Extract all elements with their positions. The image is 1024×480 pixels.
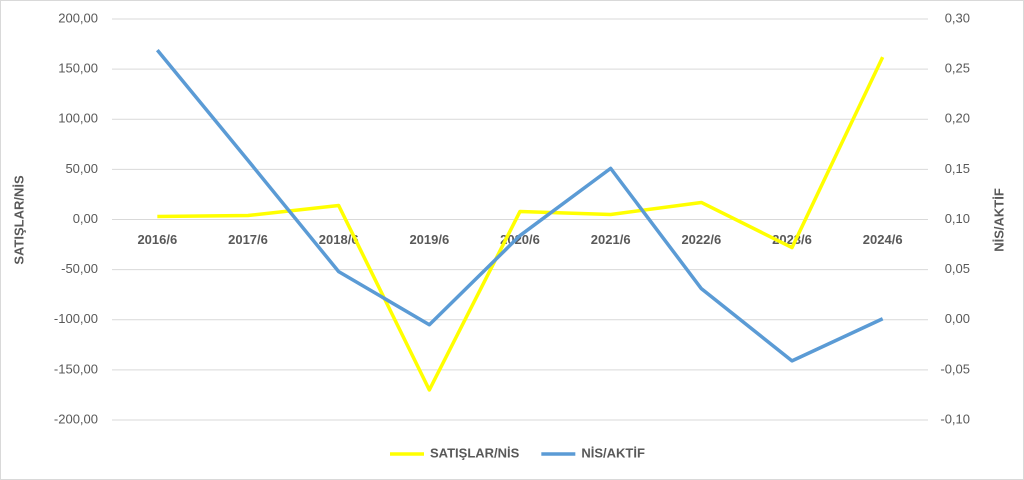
- y2-tick-label: 0,10: [945, 211, 970, 226]
- y2-tick-label: 0,20: [945, 111, 970, 126]
- y-tick-label: 200,00: [58, 10, 98, 25]
- y-tick-label: 50,00: [65, 161, 98, 176]
- x-tick-label: 2021/6: [591, 232, 631, 247]
- y-tick-label: -100,00: [54, 311, 98, 326]
- x-tick-label: 2018/6: [319, 232, 359, 247]
- y-tick-label: 100,00: [58, 111, 98, 126]
- series-line: [155, 48, 884, 363]
- y-tick-label: -200,00: [54, 411, 98, 426]
- y2-tick-label: -0,05: [940, 361, 970, 376]
- legend-label: SATIŞLAR/NİS: [430, 445, 520, 460]
- y-tick-label: -150,00: [54, 361, 98, 376]
- y2-tick-label: -0,10: [940, 411, 970, 426]
- series-line: [157, 56, 885, 392]
- y2-axis-title: NİS/AKTİF: [991, 188, 1006, 252]
- legend-label: NİS/AKTİF: [581, 445, 645, 460]
- y2-tick-label: 0,05: [945, 261, 970, 276]
- x-tick-label: 2024/6: [863, 232, 903, 247]
- y2-tick-label: 0,15: [945, 161, 970, 176]
- y2-tick-label: 0,30: [945, 10, 970, 25]
- y2-tick-label: 0,25: [945, 61, 970, 76]
- x-tick-label: 2017/6: [228, 232, 268, 247]
- x-tick-label: 2022/6: [681, 232, 721, 247]
- y-tick-label: -50,00: [61, 261, 98, 276]
- x-tick-label: 2019/6: [409, 232, 449, 247]
- x-tick-label: 2016/6: [137, 232, 177, 247]
- y-tick-label: 150,00: [58, 61, 98, 76]
- y2-tick-label: 0,00: [945, 311, 970, 326]
- y-tick-label: 0,00: [73, 211, 98, 226]
- y-axis-title: SATIŞLAR/NİS: [11, 175, 26, 265]
